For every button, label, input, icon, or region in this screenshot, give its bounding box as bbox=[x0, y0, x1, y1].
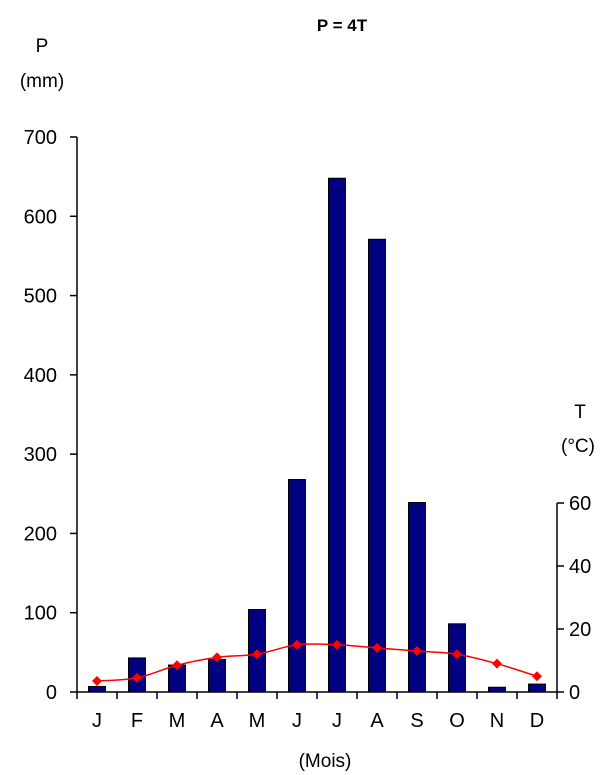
x-tick-label: J bbox=[332, 710, 342, 732]
left-tick-label: 500 bbox=[24, 286, 57, 308]
right-tick-label: 40 bbox=[569, 556, 591, 578]
bar-9 bbox=[408, 502, 426, 693]
chart-title: P = 4T bbox=[317, 16, 368, 35]
left-axis-label-variable: P bbox=[36, 36, 49, 57]
bar-4 bbox=[208, 658, 226, 693]
temperature-line bbox=[96, 643, 538, 682]
bar-8 bbox=[368, 238, 386, 693]
temperature-point-3 bbox=[172, 660, 182, 671]
temperature-point-11 bbox=[492, 658, 502, 669]
axes bbox=[76, 137, 558, 693]
bar-12 bbox=[528, 683, 546, 693]
x-tick-label: A bbox=[210, 710, 224, 732]
x-axis-label: (Mois) bbox=[299, 751, 352, 772]
temperature-point-4 bbox=[212, 652, 222, 663]
precipitation-bars bbox=[88, 177, 546, 693]
left-tick-label: 400 bbox=[24, 365, 57, 387]
x-tick-label: O bbox=[449, 710, 465, 732]
temperature-point-8 bbox=[372, 642, 382, 653]
x-tick-label: F bbox=[131, 710, 143, 732]
x-tick-label: S bbox=[410, 710, 423, 732]
right-tick-label: 60 bbox=[569, 493, 591, 515]
right-axis-ticks: 0 20 40 60 bbox=[557, 493, 591, 704]
temperature-point-2 bbox=[132, 672, 142, 683]
x-tick-label: D bbox=[530, 710, 544, 732]
left-tick-label: 200 bbox=[24, 523, 57, 545]
temperature-point-1 bbox=[92, 675, 102, 686]
temperature-point-12 bbox=[532, 671, 542, 682]
left-tick-label: 600 bbox=[24, 206, 57, 228]
temperature-point-5 bbox=[252, 649, 262, 660]
right-axis-label-unit: (°C) bbox=[561, 436, 595, 457]
bar-7 bbox=[328, 177, 346, 693]
temperature-series bbox=[92, 639, 542, 686]
x-tick-label: M bbox=[169, 710, 186, 732]
x-tick-label: J bbox=[292, 710, 302, 732]
left-tick-label: 0 bbox=[46, 682, 57, 704]
x-tick-label: A bbox=[370, 710, 384, 732]
temperature-point-10 bbox=[452, 649, 462, 660]
left-axis-ticks: 0 100 200 300 400 500 600 700 bbox=[24, 127, 77, 704]
bar-6 bbox=[288, 479, 306, 693]
right-axis-label-variable: T bbox=[574, 402, 586, 423]
temperature-point-7 bbox=[332, 639, 342, 650]
bar-1 bbox=[88, 685, 106, 693]
left-tick-label: 100 bbox=[24, 603, 57, 625]
temperature-point-6 bbox=[292, 639, 302, 650]
x-tick-label: N bbox=[490, 710, 504, 732]
right-tick-label: 20 bbox=[569, 619, 591, 641]
left-tick-label: 700 bbox=[24, 127, 57, 149]
right-tick-label: 0 bbox=[569, 682, 580, 704]
left-axis-label-unit: (mm) bbox=[20, 71, 64, 92]
left-tick-label: 300 bbox=[24, 444, 57, 466]
x-tick-label: J bbox=[92, 710, 102, 732]
temperature-point-9 bbox=[412, 646, 422, 657]
x-tick-label: M bbox=[249, 710, 266, 732]
